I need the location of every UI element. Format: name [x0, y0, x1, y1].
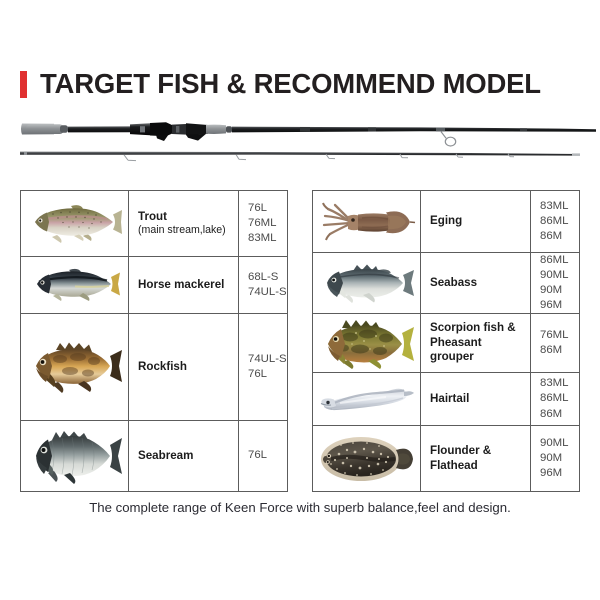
fish-image-cell [21, 257, 129, 313]
fish-image-cell [313, 191, 421, 252]
seabass-fish-icon [326, 264, 414, 303]
fish-image-cell [313, 373, 421, 425]
table-row[interactable]: Eging 83ML 86ML 86M [313, 191, 579, 253]
fish-name-cell: Trout (main stream,lake) [129, 191, 239, 256]
table-row[interactable]: Seabass 86ML 90ML 90M 96M [313, 253, 579, 314]
model-cell: 68L-S 74UL-S [239, 257, 287, 313]
rockfish-fish-icon [35, 342, 122, 393]
model-list: 83ML 86ML 86M [540, 199, 569, 243]
rod-lower-blank [20, 151, 580, 156]
fish-name-cell: Rockfish [129, 314, 239, 420]
fishing-rod-svg [20, 122, 596, 162]
model-cell: 86ML 90ML 90M 96M [531, 253, 579, 313]
table-row[interactable]: Horse mackerel 68L-S 74UL-S [21, 257, 287, 314]
table-row[interactable]: Flounder & Flathead 90ML 90M 96M [313, 426, 579, 491]
accent-bar-icon [20, 70, 27, 98]
fish-name: Eging [430, 214, 463, 228]
trout-fish-icon [34, 204, 122, 243]
model-list: 74UL-S 76L [248, 352, 287, 380]
fish-name-cell: Hairtail [421, 373, 531, 425]
model-cell: 83ML 86ML 86M [531, 373, 579, 425]
hairtail-fish-icon [320, 388, 414, 411]
model-list: 76L [248, 449, 268, 462]
model-cell: 90ML 90M 96M [531, 426, 579, 491]
fish-name-sub: (main stream,lake) [138, 224, 226, 237]
fish-name: Flounder & Flathead [430, 444, 492, 472]
model-list: 76L 76ML 83ML [248, 201, 277, 245]
horse-mackerel-fish-icon [36, 268, 120, 301]
fish-name-cell: Seabass [421, 253, 531, 313]
table-row[interactable]: Seabream 76L [21, 421, 287, 491]
fish-name-cell: Horse mackerel [129, 257, 239, 313]
model-list: 90ML 90M 96M [540, 436, 569, 480]
rod-line-guides-lower [123, 153, 515, 162]
fish-image-cell [313, 314, 421, 372]
footer-caption: The complete range of Keen Force with su… [89, 500, 511, 515]
fish-name-cell: Eging [421, 191, 531, 252]
fish-name: Scorpion fish & Pheasant grouper [430, 321, 516, 364]
page-title: TARGET FISH & RECOMMEND MODEL [40, 68, 541, 99]
flounder-flathead-fish-icon [320, 436, 413, 481]
fish-name-cell: Flounder & Flathead [421, 426, 531, 491]
rod-fore-grip [206, 124, 226, 134]
fish-image-cell [21, 421, 129, 491]
table-row[interactable]: Rockfish 74UL-S 76L [21, 314, 287, 421]
fish-name: Rockfish [138, 359, 187, 373]
fish-name: Trout (main stream,lake) [138, 209, 226, 237]
model-cell: 74UL-S 76L [239, 314, 287, 420]
fish-name: Hairtail [430, 391, 470, 405]
rod-upper-blank [232, 126, 596, 133]
fish-name: Horse mackerel [138, 277, 225, 291]
fish-image-cell [313, 426, 421, 491]
model-list: 68L-S 74UL-S [248, 270, 287, 298]
page-header: TARGET FISH & RECOMMEND MODEL [0, 62, 600, 106]
model-cell: 76L [239, 421, 287, 491]
rod-butt-grip [21, 123, 68, 135]
model-list: 76ML 86M [540, 328, 569, 356]
rod-reel-seat [130, 122, 208, 141]
model-cell: 76ML 86M [531, 314, 579, 372]
model-list: 83ML 86ML 86M [540, 377, 569, 420]
model-cell: 76L 76ML 83ML [239, 191, 287, 256]
model-cell: 83ML 86ML 86M [531, 191, 579, 252]
target-fish-table-left: Trout (main stream,lake) 76L 76ML 83ML [20, 190, 288, 492]
fish-name-cell: Seabream [129, 421, 239, 491]
rod-line-guide-upper [440, 131, 457, 147]
table-row[interactable]: Trout (main stream,lake) 76L 76ML 83ML [21, 191, 287, 257]
fish-name: Seabass [430, 275, 478, 289]
seabream-fish-icon [35, 431, 122, 484]
fish-name-cell: Scorpion fish & Pheasant grouper [421, 314, 531, 372]
fish-name: Seabream [138, 448, 194, 462]
fish-image-cell [21, 191, 129, 256]
squid-eging-icon [321, 202, 415, 240]
scorpion-fish-icon [327, 320, 414, 369]
fish-image-cell [21, 314, 129, 420]
model-list: 86ML 90ML 90M 96M [540, 253, 569, 312]
fishing-rod-image [0, 108, 600, 170]
table-row[interactable]: Scorpion fish & Pheasant grouper 76ML 86… [313, 314, 579, 373]
fish-image-cell [313, 253, 421, 313]
table-row[interactable]: Hairtail 83ML 86ML 86M [313, 373, 579, 426]
target-fish-table-right: Eging 83ML 86ML 86M [312, 190, 580, 492]
